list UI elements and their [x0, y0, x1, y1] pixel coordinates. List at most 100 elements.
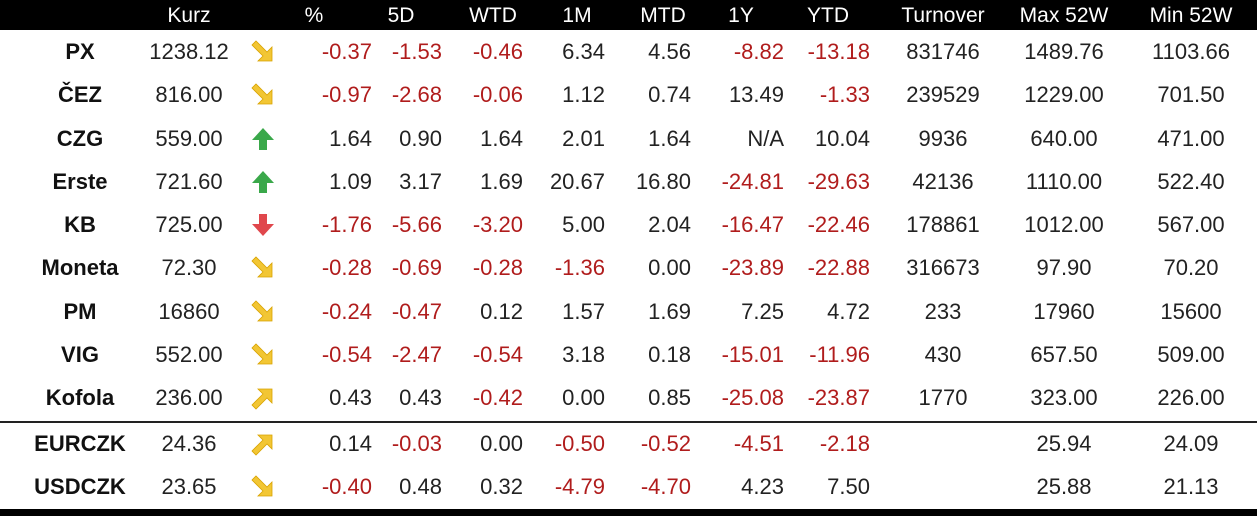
table-row: PM 16860 -0.24 -0.47 0.12 1.57 1.69 7.25 4.72 233… — [0, 290, 1257, 333]
ticker-name: PM — [63, 299, 97, 324]
cell-mtd: -4.70 — [640, 474, 691, 499]
cell-mtd: 0.00 — [648, 255, 691, 280]
cell-y1: 13.49 — [728, 82, 784, 107]
cell-ytd: -22.46 — [807, 212, 870, 237]
table-row: ČEZ 816.00 -0.97 -2.68 -0.06 1.12 0.74 13.49 -1.… — [0, 73, 1257, 116]
cell-min52: 522.40 — [1157, 169, 1225, 194]
cell-turnover: 233 — [924, 299, 962, 324]
cell-ytd: -22.88 — [807, 255, 870, 280]
cell-kurz: 552.00 — [155, 342, 223, 367]
cell-m1: 6.34 — [562, 39, 605, 64]
header-row: Kurz% 5D WTD 1M MTD 1Y YTD Turnover Max 52W Min 5… — [0, 0, 1257, 30]
cell-y1: -8.82 — [733, 39, 784, 64]
cell-kurz: 816.00 — [155, 82, 223, 107]
cell-m1: 1.57 — [562, 299, 605, 324]
cell-max52: 1229.00 — [1024, 82, 1104, 107]
column-header: Kurz — [167, 4, 211, 27]
cell-ytd: -13.18 — [807, 39, 870, 64]
arrow-up-icon — [244, 160, 280, 203]
cell-min52: 567.00 — [1157, 212, 1225, 237]
cell-y1: -4.51 — [733, 431, 784, 456]
cell-max52: 1489.76 — [1024, 39, 1104, 64]
cell-pct: -0.37 — [321, 39, 372, 64]
cell-wtd: 0.12 — [480, 299, 523, 324]
cell-d5: 0.43 — [399, 385, 442, 410]
table-row: Erste 721.60 1.09 3.17 1.69 20.67 16.80 -24.81-… — [0, 160, 1257, 203]
cell-m1: -4.79 — [554, 474, 605, 499]
column-header: Turnover — [901, 4, 985, 27]
cell-mtd: 1.64 — [648, 126, 691, 151]
cell-mtd: 0.74 — [648, 82, 691, 107]
cell-pct: -0.97 — [321, 82, 372, 107]
cell-wtd: -3.20 — [472, 212, 523, 237]
cell-max52: 1110.00 — [1025, 169, 1103, 194]
cell-y1: -25.08 — [721, 385, 784, 410]
cell-m1: 0.00 — [562, 385, 605, 410]
cell-kurz: 23.65 — [161, 474, 217, 499]
cell-min52: 471.00 — [1157, 126, 1225, 151]
cell-max52: 97.90 — [1036, 255, 1092, 280]
cell-mtd: 1.69 — [648, 299, 691, 324]
arrow-down-icon — [244, 203, 280, 246]
column-header: YTD — [807, 4, 849, 27]
cell-d5: 0.48 — [399, 474, 442, 499]
cell-turnover: 1770 — [918, 385, 968, 410]
column-header: 1M — [562, 4, 592, 27]
cell-y1: -15.01 — [721, 342, 784, 367]
cell-min52: 21.13 — [1163, 474, 1219, 499]
cell-kurz: 559.00 — [155, 126, 223, 151]
cell-wtd: -0.06 — [472, 82, 523, 107]
arrow-down-right-icon — [244, 30, 280, 73]
column-header: MTD — [640, 4, 686, 27]
cell-min52: 24.09 — [1163, 431, 1219, 456]
cell-wtd: -0.46 — [472, 39, 523, 64]
cell-d5: -2.47 — [391, 342, 442, 367]
cell-wtd: -0.42 — [472, 385, 523, 410]
cell-min52: 70.20 — [1163, 255, 1219, 280]
ticker-name: PX — [65, 39, 95, 64]
cell-max52: 25.88 — [1036, 474, 1092, 499]
cell-d5: -0.03 — [391, 431, 442, 456]
cell-d5: -1.53 — [391, 39, 442, 64]
arrow-down-right-icon — [244, 73, 280, 116]
ticker-name: EURCZK — [34, 431, 126, 456]
cell-d5: -0.69 — [391, 255, 442, 280]
cell-wtd: -0.28 — [472, 255, 523, 280]
cell-m1: 2.01 — [562, 126, 605, 151]
cell-y1: 7.25 — [741, 299, 784, 324]
cell-min52: 509.00 — [1157, 342, 1225, 367]
cell-kurz: 236.00 — [155, 385, 223, 410]
ticker-name: Moneta — [41, 255, 119, 280]
ticker-name: USDCZK — [34, 474, 126, 499]
cell-ytd: -29.63 — [807, 169, 870, 194]
cell-wtd: 0.00 — [480, 431, 523, 456]
ticker-name: Erste — [52, 169, 108, 194]
cell-pct: -0.28 — [321, 255, 372, 280]
column-header: Min 52W — [1149, 4, 1233, 27]
cell-wtd: 1.69 — [480, 169, 523, 194]
cell-mtd: 0.18 — [648, 342, 691, 367]
cell-kurz: 721.60 — [155, 169, 223, 194]
cell-y1: -23.89 — [721, 255, 784, 280]
table-row: Moneta 72.30 -0.28 -0.69 -0.28 -1.36 0.00 -23.8… — [0, 246, 1257, 289]
cell-turnover: 316673 — [906, 255, 980, 280]
arrow-up-right-icon — [244, 422, 280, 465]
cell-pct: 0.14 — [329, 431, 372, 456]
cell-min52: 701.50 — [1157, 82, 1225, 107]
table-row: USDCZK 23.65 -0.40 0.48 0.32 -4.79 -4.70 4.23 7.… — [0, 465, 1257, 508]
cell-m1: -1.36 — [554, 255, 605, 280]
cell-mtd: 4.56 — [648, 39, 691, 64]
table-row: CZG 559.00 1.64 0.90 1.64 2.01 1.64 N/A 10.04 993… — [0, 117, 1257, 160]
cell-max52: 1012.00 — [1024, 212, 1104, 237]
arrow-down-right-icon — [244, 465, 280, 508]
cell-wtd: 0.32 — [480, 474, 523, 499]
cell-kurz: 725.00 — [155, 212, 223, 237]
cell-ytd: 10.04 — [814, 126, 870, 151]
cell-max52: 25.94 — [1036, 431, 1092, 456]
column-header: % — [304, 4, 324, 27]
cell-pct: 1.09 — [329, 169, 372, 194]
cell-kurz: 1238.12 — [149, 39, 229, 64]
ticker-name: Kofola — [45, 385, 115, 410]
cell-pct: -0.24 — [321, 299, 372, 324]
